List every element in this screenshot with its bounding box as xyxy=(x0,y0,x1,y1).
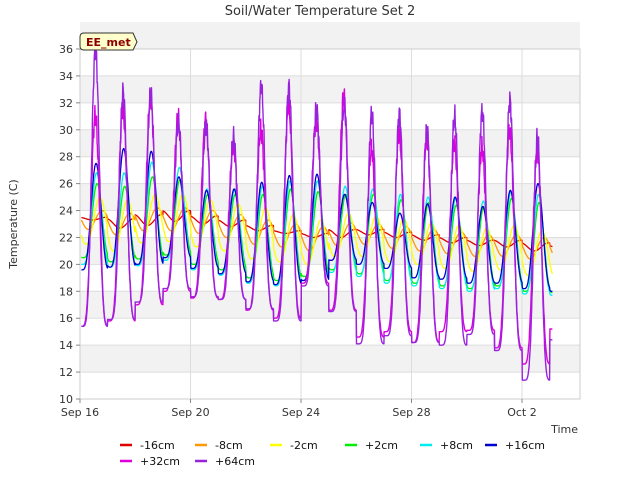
plot-area xyxy=(80,49,580,399)
legend-item: -16cm xyxy=(120,439,175,452)
y-tick-label: 20 xyxy=(59,258,73,271)
x-tick-label: Oct 2 xyxy=(507,406,537,419)
x-tick-label: Sep 24 xyxy=(282,406,320,419)
legend-item: +16cm xyxy=(485,439,545,452)
x-tick-label: Sep 16 xyxy=(61,406,99,419)
y-tick-label: 32 xyxy=(59,97,73,110)
site-badge-shape xyxy=(79,32,138,51)
y-tick-label: 28 xyxy=(59,151,73,164)
x-axis: Sep 16 Sep 20 Sep 24 Sep 28 Oct 2 xyxy=(61,399,537,419)
legend-item: -2cm xyxy=(270,439,318,452)
grid-band xyxy=(80,129,580,157)
grid-band xyxy=(80,345,580,373)
series-line-plus64cm xyxy=(81,45,553,381)
legend-label: -8cm xyxy=(215,439,243,452)
legend-item: +8cm xyxy=(420,439,473,452)
legend-item: +32cm xyxy=(120,455,180,468)
y-tick-label: 26 xyxy=(59,178,73,191)
legend-item: +64cm xyxy=(195,455,255,468)
legend-label: +64cm xyxy=(215,455,255,468)
grid-band xyxy=(80,22,580,49)
plot-frame xyxy=(79,48,581,400)
x-tick-label: Sep 28 xyxy=(392,406,430,419)
y-tick-label: 14 xyxy=(59,339,73,352)
legend-label: +8cm xyxy=(440,439,473,452)
grid-band xyxy=(80,183,580,211)
x-tick-label: Sep 20 xyxy=(171,406,209,419)
y-tick-label: 10 xyxy=(59,393,73,406)
y-tick-label: 36 xyxy=(59,43,73,56)
site-badge-label: EE_met xyxy=(86,36,131,49)
y-tick-label: 30 xyxy=(59,124,73,137)
y-tick-label: 34 xyxy=(59,70,73,83)
legend-label: +2cm xyxy=(365,439,398,452)
grid-band xyxy=(80,291,580,319)
series-lines xyxy=(80,45,554,381)
y-tick-label: 24 xyxy=(59,205,73,218)
x-axis-label: Time xyxy=(550,423,578,436)
legend-label: +32cm xyxy=(140,455,180,468)
legend-label: -2cm xyxy=(290,439,318,452)
grid-band xyxy=(80,75,580,103)
y-tick-label: 22 xyxy=(59,231,73,244)
series-line-plus16cm xyxy=(81,147,553,292)
chart-title: Soil/Water Temperature Set 2 xyxy=(225,4,416,19)
y-axis-label: Temperature (C) xyxy=(7,179,20,269)
site-badge: EE_met xyxy=(79,32,138,51)
y-tick-label: 16 xyxy=(59,312,73,325)
legend: -16cm -8cm -2cm +2cm +8cm +16cm +32cm +64cm xyxy=(120,439,545,468)
legend-item: -8cm xyxy=(195,439,243,452)
y-tick-label: 18 xyxy=(59,285,73,298)
y-tick-label: 12 xyxy=(59,366,73,379)
legend-item: +2cm xyxy=(345,439,398,452)
legend-label: -16cm xyxy=(140,439,175,452)
y-axis: 10 12 14 16 18 20 22 24 26 28 30 32 34 36 xyxy=(59,43,80,406)
legend-label: +16cm xyxy=(505,439,545,452)
